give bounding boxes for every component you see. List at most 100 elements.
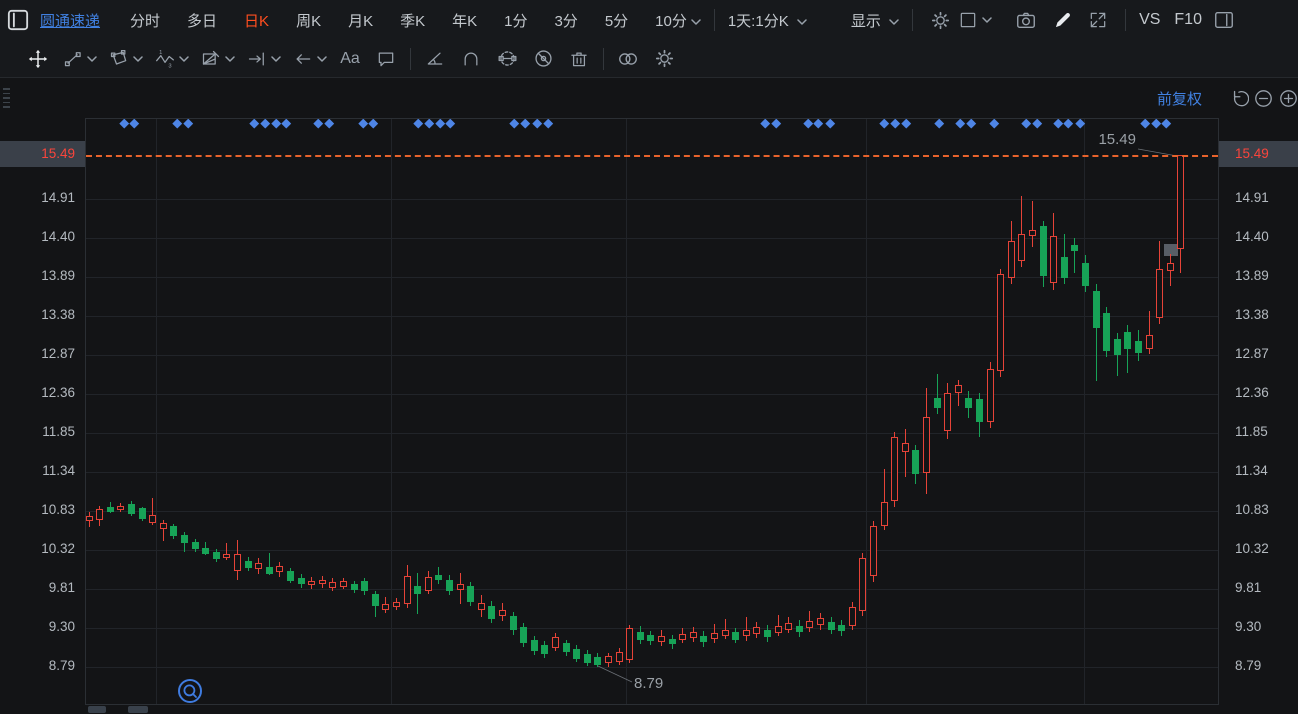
trendline-icon <box>64 51 81 66</box>
candle <box>498 610 506 616</box>
zoom-out-button[interactable] <box>1253 88 1275 110</box>
candle <box>816 618 824 625</box>
combo-period-selector[interactable]: 1天:1分K <box>728 10 807 31</box>
candle-wick <box>724 618 726 640</box>
period-tab-月K[interactable]: 月K <box>348 12 374 30</box>
gear-icon <box>655 49 673 68</box>
chart-settings-button[interactable] <box>926 6 954 34</box>
reset-zoom-button[interactable] <box>1228 88 1250 110</box>
f10-button[interactable]: F10 <box>1174 11 1202 28</box>
adjust-mode-toggle[interactable]: 前复权 <box>1156 91 1202 108</box>
gridline-h <box>86 355 1218 357</box>
gridline-h <box>86 394 1218 396</box>
axis-tick-label: 14.91 <box>41 190 75 206</box>
candle <box>1028 229 1036 236</box>
candle <box>604 656 612 664</box>
drawing-settings-button[interactable] <box>650 45 678 73</box>
gridline-h <box>86 550 1218 552</box>
candle <box>509 615 517 631</box>
candle <box>1081 262 1089 286</box>
minus-circle-icon <box>1255 90 1272 107</box>
fullscreen-button[interactable] <box>1084 6 1112 34</box>
candle <box>1007 240 1015 279</box>
toolbar-separator <box>410 47 411 70</box>
axis-tick-label: 12.87 <box>41 346 75 362</box>
display-menu[interactable]: 显示 <box>851 10 899 31</box>
arrow-to-bar-icon <box>248 52 264 65</box>
candle <box>541 644 549 654</box>
axis-tick-label: 10.83 <box>41 502 75 518</box>
axis-tick-label: 13.89 <box>41 268 75 284</box>
candle <box>361 581 369 592</box>
candle <box>1103 313 1111 351</box>
candle <box>1124 331 1132 350</box>
axis-tick-label: 11.85 <box>1235 424 1268 440</box>
candle <box>721 629 729 636</box>
toolbar-drag-handle[interactable] <box>3 88 10 108</box>
annotation-connectors <box>597 148 1178 683</box>
candle <box>403 576 411 605</box>
arrow-tool-button[interactable] <box>290 45 330 73</box>
candle <box>1134 341 1142 353</box>
candle <box>424 576 432 591</box>
delete-drawings-button[interactable] <box>565 45 593 73</box>
chevron-down-icon <box>179 55 189 62</box>
candle <box>1039 226 1047 277</box>
sidebar-toggle-button[interactable] <box>4 6 32 34</box>
zoom-in-button[interactable] <box>1278 88 1298 110</box>
extend-line-tool-button[interactable] <box>244 45 284 73</box>
text-tool-button[interactable]: Aa <box>336 45 364 73</box>
chevron-down-icon <box>87 55 97 62</box>
candle <box>456 584 464 590</box>
continue-drawing-button[interactable] <box>493 45 521 73</box>
candle-wick <box>1148 310 1150 355</box>
candle-wick <box>152 498 154 525</box>
axis-tick-label: 9.30 <box>1235 619 1262 635</box>
gann-tool-button[interactable] <box>198 45 238 73</box>
period-tab-5分[interactable]: 5分 <box>604 12 629 30</box>
period-tab-10分[interactable]: 10分 <box>655 10 701 31</box>
angle-tool-button[interactable] <box>421 45 449 73</box>
chart-plot-area[interactable]: 15.49 8.79 <box>85 118 1219 705</box>
candle <box>138 508 146 519</box>
hide-drawings-button[interactable] <box>529 45 557 73</box>
expand-icon <box>1090 12 1106 28</box>
candle <box>880 501 888 526</box>
chart-style-selector[interactable] <box>954 6 996 34</box>
candle <box>975 398 983 422</box>
gear-icon <box>931 11 949 29</box>
price-axis-right[interactable]: 14.91 14.40 13.89 13.38 12.87 12.36 11.85 11.34… <box>1219 118 1298 705</box>
overlay-compare-button[interactable] <box>614 45 642 73</box>
gridline-h <box>86 433 1218 435</box>
right-panel-toggle[interactable] <box>1210 6 1238 34</box>
period-tab-1分[interactable]: 1分 <box>504 12 528 30</box>
candle <box>869 525 877 577</box>
trendline-tool-button[interactable] <box>60 45 100 73</box>
stock-name-link[interactable]: 圆通速递 <box>40 12 101 30</box>
period-tab-季K[interactable]: 季K <box>400 12 426 30</box>
callout-tool-button[interactable] <box>372 45 400 73</box>
candle <box>933 398 941 408</box>
announcement-button[interactable] <box>177 678 203 704</box>
screenshot-button[interactable] <box>1012 6 1040 34</box>
candle-wick <box>883 469 885 531</box>
move-tool-button[interactable] <box>24 45 52 73</box>
period-tab-3分[interactable]: 3分 <box>554 12 578 30</box>
period-tab-多日[interactable]: 多日 <box>187 12 218 30</box>
period-tab-分时[interactable]: 分时 <box>130 12 161 30</box>
panel-left-icon <box>7 9 29 31</box>
wave-tool-button[interactable]: 1 3 <box>152 45 192 73</box>
shape-tool-button[interactable] <box>106 45 146 73</box>
period-tab-周K[interactable]: 周K <box>296 12 322 30</box>
candle-wick <box>1095 284 1097 382</box>
axis-tick-label: 12.87 <box>1235 346 1269 362</box>
draw-mode-button[interactable] <box>1048 6 1076 34</box>
high-price-annotation: 15.49 <box>1098 131 1136 148</box>
period-tab-年K[interactable]: 年K <box>452 12 478 30</box>
left-arrow-icon <box>296 53 311 64</box>
vs-compare-button[interactable]: VS <box>1139 11 1161 28</box>
arc-tool-button[interactable] <box>457 45 485 73</box>
period-tab-日K[interactable]: 日K <box>244 12 270 30</box>
move-icon <box>28 49 48 68</box>
candle <box>700 635 708 642</box>
